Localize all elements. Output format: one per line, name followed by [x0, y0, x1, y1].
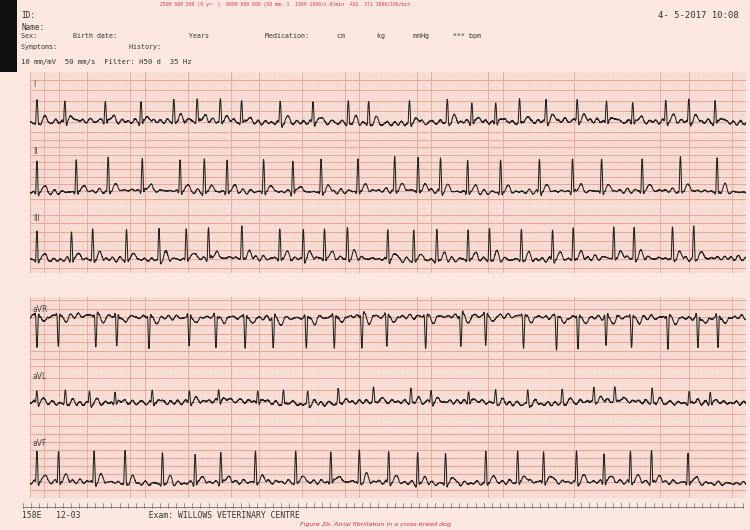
Text: 10 mm/mV  50 mm/s  Filter: H50 d  35 Hz: 10 mm/mV 50 mm/s Filter: H50 d 35 Hz [21, 59, 192, 65]
Text: aVR: aVR [33, 305, 48, 314]
Text: Name:: Name: [21, 23, 44, 32]
Text: I: I [33, 80, 35, 89]
Text: ID:: ID: [21, 12, 34, 21]
Text: Symptoms:                  History:: Symptoms: History: [21, 45, 161, 50]
Text: 2500 500 500 (0 yr- )  0000 500 500 (50 mm- 1  1000 1000/s-0/min  AVG  371 1000/: 2500 500 500 (0 yr- ) 0000 500 500 (50 m… [160, 2, 410, 7]
Text: aVF: aVF [33, 439, 47, 448]
Text: 158E   12-03              Exam: WILLOWS VETERINARY CENTRE: 158E 12-03 Exam: WILLOWS VETERINARY CENT… [22, 511, 300, 520]
Bar [0, 0, 16, 72]
Text: 4- 5-2017 10:08: 4- 5-2017 10:08 [658, 12, 739, 21]
Text: Sex:         Birth date:                  Years              Medication:       c: Sex: Birth date: Years Medication: c [21, 33, 481, 39]
Text: Figure 2b. Atrial fibrillation in a cross-breed dog: Figure 2b. Atrial fibrillation in a cros… [299, 523, 451, 527]
Text: II: II [33, 147, 38, 156]
Text: aVL: aVL [33, 372, 47, 381]
Text: III: III [33, 214, 40, 223]
